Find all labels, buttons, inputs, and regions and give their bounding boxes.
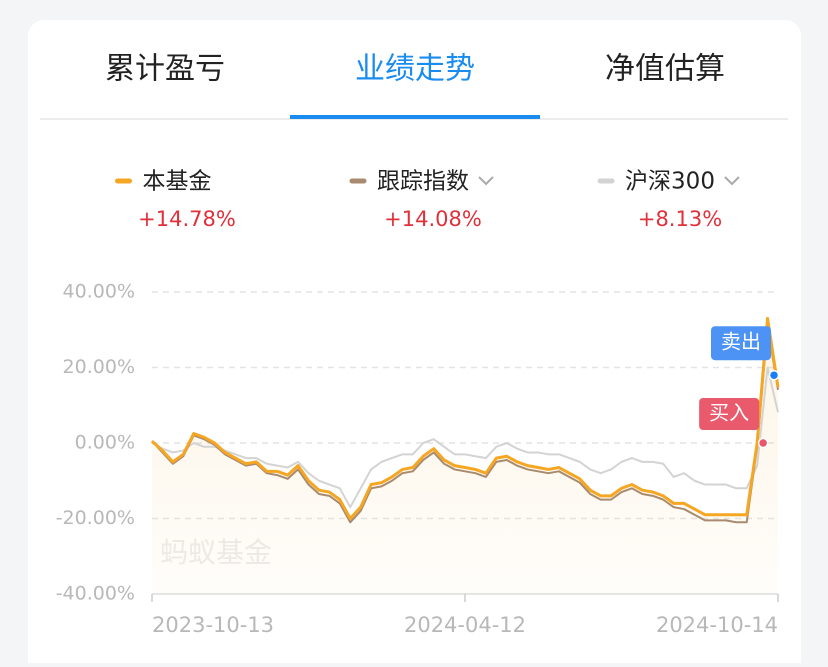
sell-label: 卖出 [721,330,761,354]
sell-point [768,369,780,381]
sell-badge [711,326,771,361]
legend-label: 本基金 [143,169,212,195]
line [150,316,780,520]
y-tick-label: 40.00% [63,281,135,303]
legend-change: +14.78% [138,207,236,231]
x-tick-label: 2024-04-12 [404,613,526,637]
x-tick-label: 2023-10-13 [152,613,274,637]
buy-point [757,437,769,449]
area [152,318,778,594]
legend-change: +14.08% [384,207,482,231]
chevron [478,176,494,186]
buy-badge [699,398,760,430]
tab[interactable]: 业绩走势 [355,52,475,87]
legend-change: +8.13% [638,207,722,231]
line [151,366,779,509]
legend-label[interactable]: 沪深300 [625,169,715,195]
tab[interactable]: 净值估算 [605,52,725,87]
y-tick-label: 0.00% [75,432,135,454]
buy-label: 买入 [709,401,749,425]
chevron [724,176,740,186]
y-tick-label: 20.00% [63,356,135,378]
y-tick-label: -20.00% [56,507,135,529]
tab-indicator [290,115,540,119]
tab[interactable]: 累计盈亏 [105,52,225,87]
y-tick-label: -40.00% [56,583,135,605]
x-tick-label: 2024-10-14 [656,613,778,637]
legend-label[interactable]: 跟踪指数 [377,169,469,195]
